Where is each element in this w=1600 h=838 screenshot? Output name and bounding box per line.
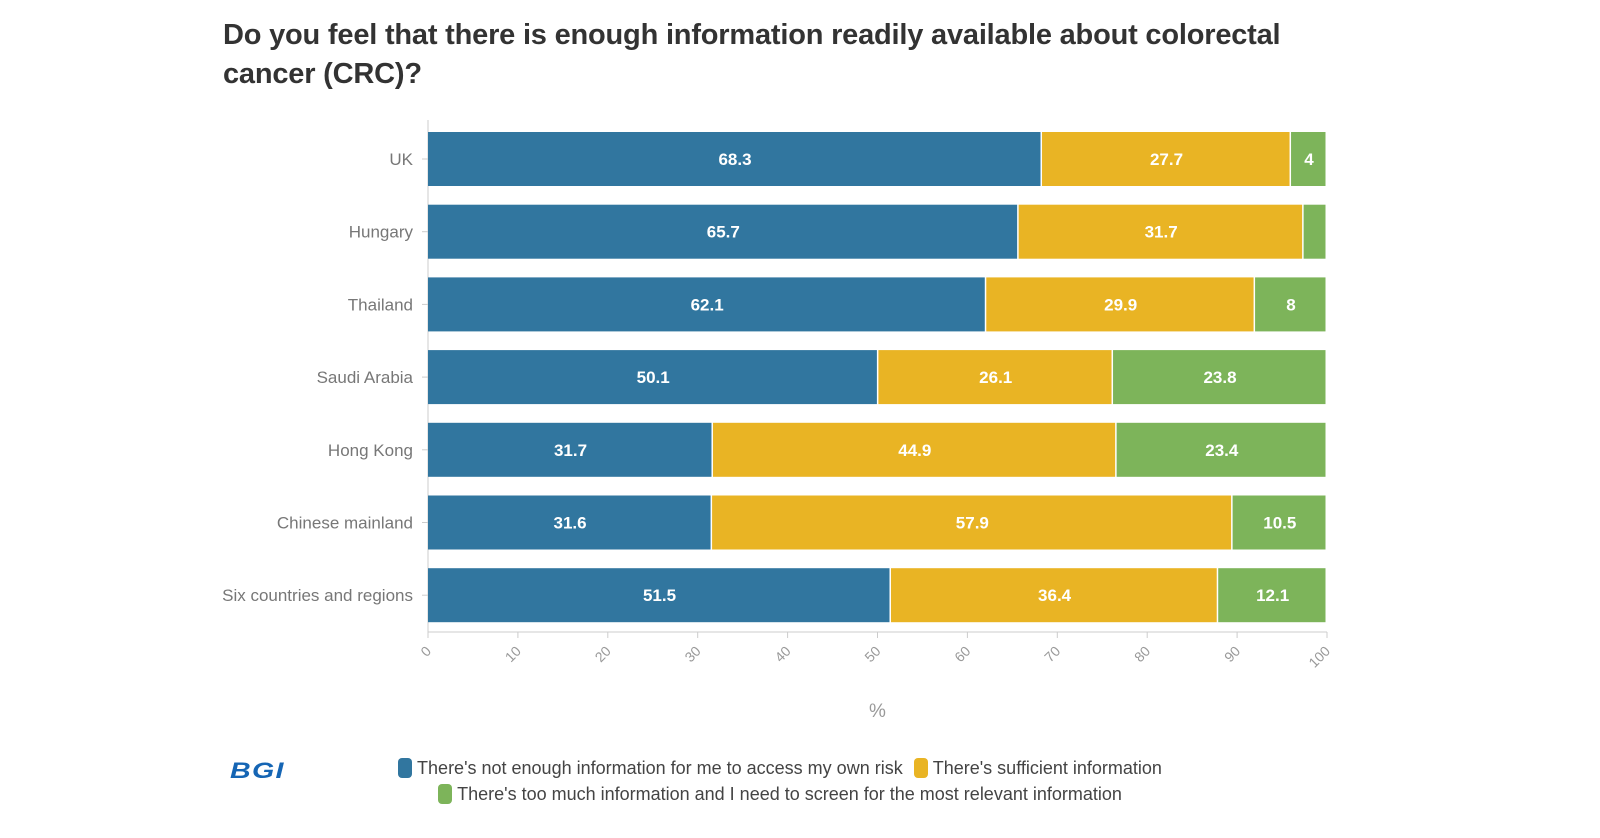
data-label: 50.1 (637, 368, 670, 387)
x-tick-label: 60 (951, 643, 973, 665)
bar-segment (428, 568, 890, 623)
bar-segment (428, 204, 1018, 259)
x-tick-label: 70 (1041, 643, 1063, 665)
x-tick-label: 100 (1305, 643, 1333, 671)
bar-segment (1018, 204, 1303, 259)
bar-segment (428, 277, 985, 332)
chart-title: Do you feel that there is enough informa… (223, 19, 1281, 90)
data-label: 44.9 (898, 441, 931, 460)
data-label: 36.4 (1038, 586, 1072, 605)
x-tick-label: 20 (592, 643, 614, 665)
data-label: 10.5 (1263, 514, 1296, 533)
data-label: 23.4 (1205, 441, 1239, 460)
legend-item-not-enough[interactable]: There's not enough information for me to… (398, 755, 903, 781)
bar-segment (712, 422, 1116, 477)
bar-segment (428, 350, 877, 405)
legend-label: There's too much information and I need … (457, 784, 1122, 804)
legend-item-too-much[interactable]: There's too much information and I need … (438, 781, 1122, 807)
bar-segment (1291, 132, 1326, 186)
bar-segment (428, 132, 1041, 186)
category-label: Hong Kong (328, 441, 413, 460)
data-label: 27.7 (1150, 150, 1183, 169)
legend-swatch (438, 784, 453, 804)
chart: UK 68.3 27.7 4 Hungary 65.7 31.7 Thailand 62.1 29… (222, 120, 1333, 722)
x-tick-label: 50 (861, 643, 883, 665)
bar-segment (890, 568, 1217, 623)
legend-item-sufficient[interactable]: There's sufficient information (913, 755, 1162, 781)
bar-segment (1116, 422, 1326, 477)
category-label: UK (389, 150, 413, 169)
data-label: 68.3 (718, 150, 751, 169)
legend-label: There's not enough information for me to… (417, 758, 903, 778)
data-label: 29.9 (1104, 295, 1137, 314)
x-tick-label: 90 (1221, 643, 1243, 665)
bar-segment (428, 422, 712, 477)
x-tick-label: 0 (417, 643, 434, 660)
data-label: 12.1 (1256, 586, 1289, 605)
legend: There's not enough information for me to… (360, 755, 1200, 807)
bar-segment (712, 495, 1232, 550)
data-label: 4 (1304, 150, 1314, 169)
bgi-logo: BGI (230, 758, 285, 783)
bar-segment (1255, 277, 1326, 332)
data-label: 57.9 (956, 514, 989, 533)
category-label: Chinese mainland (277, 514, 413, 533)
data-label: 31.6 (553, 514, 586, 533)
x-tick-label: 10 (502, 643, 524, 665)
data-label: 65.7 (707, 223, 740, 242)
category-label: Thailand (348, 295, 413, 314)
data-label: 51.5 (643, 586, 676, 605)
bar-segment (1232, 495, 1326, 550)
x-axis-label: % (869, 701, 886, 722)
x-tick-label: 40 (771, 643, 793, 665)
legend-swatch (913, 758, 928, 778)
bar-segment (878, 350, 1112, 405)
legend-swatch (398, 758, 413, 778)
x-tick-label: 30 (681, 643, 703, 665)
bar-segment (1303, 204, 1326, 259)
data-label: 23.8 (1203, 368, 1236, 387)
data-label: 31.7 (554, 441, 587, 460)
bar-segment (1218, 568, 1326, 623)
category-label: Saudi Arabia (317, 368, 414, 387)
bar-segment (1042, 132, 1290, 186)
bar-segment (986, 277, 1254, 332)
category-label: Hungary (349, 223, 414, 242)
data-label: 8 (1286, 295, 1295, 314)
data-label: 26.1 (979, 368, 1012, 387)
x-tick-label: 80 (1131, 643, 1153, 665)
data-label: 31.7 (1145, 223, 1178, 242)
legend-label: There's sufficient information (932, 758, 1162, 778)
data-label: 62.1 (691, 295, 724, 314)
bar-segment (1113, 350, 1326, 405)
category-label: Six countries and regions (222, 586, 413, 605)
bar-segment (428, 495, 711, 550)
